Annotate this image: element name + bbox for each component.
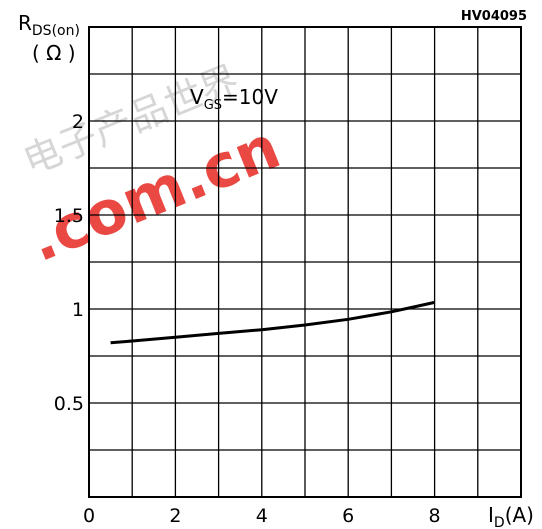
grid (89, 27, 521, 497)
x-tick-label: 8 (429, 505, 441, 527)
condition-sub: GS (204, 98, 222, 113)
plot-frame (88, 26, 522, 498)
tick-labels: 0 2 4 6 8 0.5 1 1.5 2 (54, 111, 441, 527)
y-tick-label: 0.5 (54, 393, 84, 415)
x-axis-label-sub: D (494, 515, 505, 529)
x-tick-label: 0 (83, 505, 95, 527)
y-axis-label-main: R (18, 11, 32, 35)
y-axis-label-sub: DS(on) (32, 23, 80, 39)
x-axis-label-unit: (A) (505, 503, 534, 527)
y-tick-label: 1 (72, 299, 84, 321)
condition-rest: =10V (222, 85, 278, 109)
x-tick-label: 2 (169, 505, 181, 527)
condition-main: V (190, 85, 204, 109)
y-tick-label: 1.5 (54, 205, 84, 227)
series-line (110, 300, 435, 345)
y-axis-unit: ( Ω ) (32, 41, 76, 65)
y-tick-label: 2 (72, 111, 84, 133)
figure-code: HV04095 (461, 9, 527, 24)
x-tick-label: 6 (342, 505, 354, 527)
x-tick-label: 4 (256, 505, 268, 527)
x-axis-label: ID(A) (488, 503, 534, 529)
x-axis-label-main: I (488, 503, 494, 527)
y-axis-label: RDS(on) (18, 11, 80, 39)
condition-label: VGS=10V (190, 85, 278, 113)
series-group (110, 300, 435, 345)
